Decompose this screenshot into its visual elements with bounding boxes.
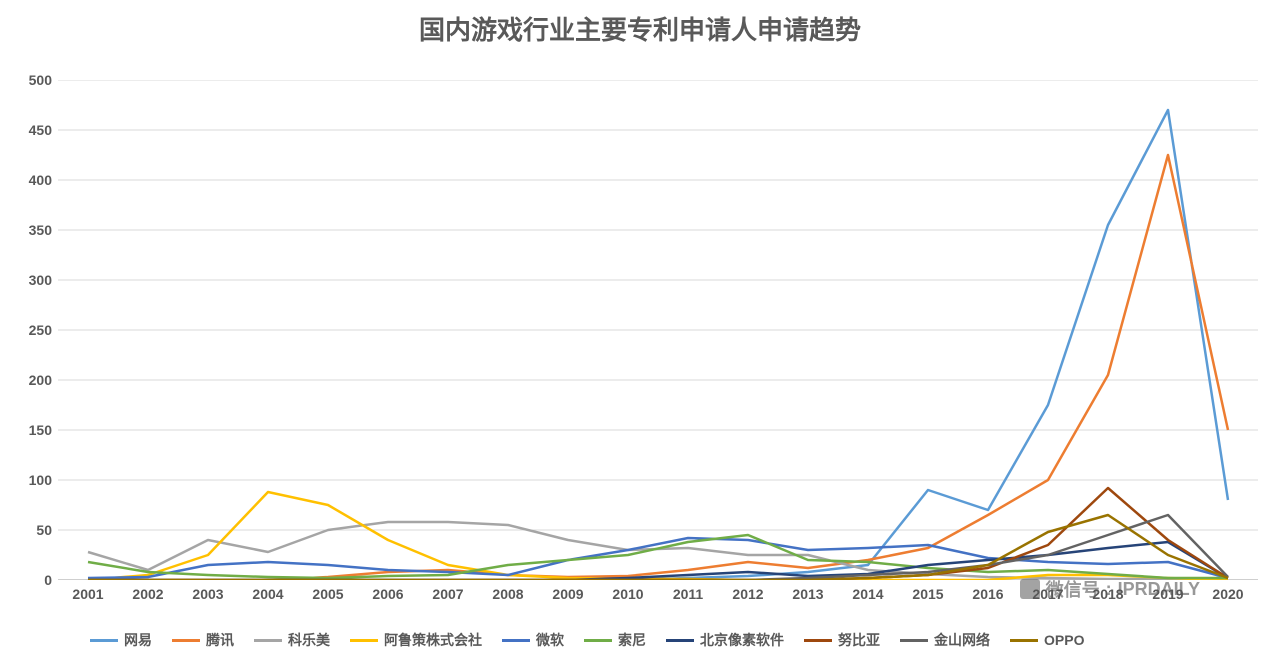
chart-container: 国内游戏行业主要专利申请人申请趋势 0 50 100 150 200 250 300 350 4…	[0, 0, 1280, 662]
legend-swatch	[90, 639, 118, 642]
y-tick-label: 400	[29, 172, 52, 188]
watermark-separator: :	[1106, 579, 1112, 600]
legend-label: 阿鲁策株式会社	[384, 630, 482, 650]
watermark-value: IPRDAILY	[1118, 579, 1200, 600]
x-tick-label: 2015	[912, 586, 943, 602]
x-tick-label: 2013	[792, 586, 823, 602]
plot-area	[58, 80, 1258, 580]
legend-swatch	[666, 639, 694, 642]
legend-item: 微软	[502, 630, 564, 650]
legend-swatch	[502, 639, 530, 642]
y-tick-label: 200	[29, 372, 52, 388]
legend-swatch	[350, 639, 378, 642]
legend-label: 索尼	[618, 630, 646, 650]
legend-label: 金山网络	[934, 630, 990, 650]
y-tick-label: 50	[36, 522, 52, 538]
legend-item: 腾讯	[172, 630, 234, 650]
legend: 网易 腾讯 科乐美 阿鲁策株式会社 微软 索尼 北京像素软件 努比亚 金山网络 OPPO	[90, 630, 1250, 650]
y-tick-label: 300	[29, 272, 52, 288]
legend-label: 努比亚	[838, 630, 880, 650]
legend-item: 网易	[90, 630, 152, 650]
legend-label: 北京像素软件	[700, 630, 784, 650]
legend-label: 腾讯	[206, 630, 234, 650]
watermark-label: 微信号	[1046, 576, 1100, 602]
x-tick-label: 2006	[372, 586, 403, 602]
y-tick-label: 100	[29, 472, 52, 488]
legend-item: OPPO	[1010, 630, 1084, 650]
legend-item: 科乐美	[254, 630, 330, 650]
x-tick-label: 2002	[132, 586, 163, 602]
legend-swatch	[584, 639, 612, 642]
x-tick-label: 2010	[612, 586, 643, 602]
legend-label: 微软	[536, 630, 564, 650]
x-tick-label: 2016	[972, 586, 1003, 602]
legend-label: 网易	[124, 630, 152, 650]
y-tick-label: 150	[29, 422, 52, 438]
legend-swatch	[1010, 639, 1038, 642]
watermark: 微信号: IPRDAILY	[1020, 576, 1200, 602]
x-tick-label: 2005	[312, 586, 343, 602]
legend-item: 努比亚	[804, 630, 880, 650]
x-tick-label: 2011	[673, 586, 703, 602]
x-tick-label: 2001	[72, 586, 103, 602]
x-tick-label: 2008	[492, 586, 523, 602]
legend-item: 索尼	[584, 630, 646, 650]
legend-swatch	[900, 639, 928, 642]
legend-swatch	[254, 639, 282, 642]
chart-title: 国内游戏行业主要专利申请人申请趋势	[0, 10, 1280, 47]
x-tick-label: 2007	[432, 586, 463, 602]
legend-label: 科乐美	[288, 630, 330, 650]
x-tick-label: 2009	[552, 586, 583, 602]
y-tick-label: 500	[29, 72, 52, 88]
y-tick-label: 250	[29, 322, 52, 338]
legend-swatch	[172, 639, 200, 642]
legend-item: 阿鲁策株式会社	[350, 630, 482, 650]
x-tick-label: 2014	[852, 586, 883, 602]
legend-item: 北京像素软件	[666, 630, 784, 650]
x-tick-label: 2004	[252, 586, 283, 602]
series-line	[88, 535, 1228, 578]
legend-swatch	[804, 639, 832, 642]
chart-svg	[58, 80, 1258, 580]
legend-label: OPPO	[1044, 632, 1084, 648]
x-tick-label: 2003	[192, 586, 223, 602]
y-tick-label: 350	[29, 222, 52, 238]
y-tick-label: 450	[29, 122, 52, 138]
legend-item: 金山网络	[900, 630, 990, 650]
x-tick-label: 2020	[1212, 586, 1243, 602]
x-tick-label: 2012	[732, 586, 763, 602]
y-tick-label: 0	[44, 572, 52, 588]
series-line	[88, 155, 1228, 580]
wechat-icon	[1020, 579, 1040, 599]
